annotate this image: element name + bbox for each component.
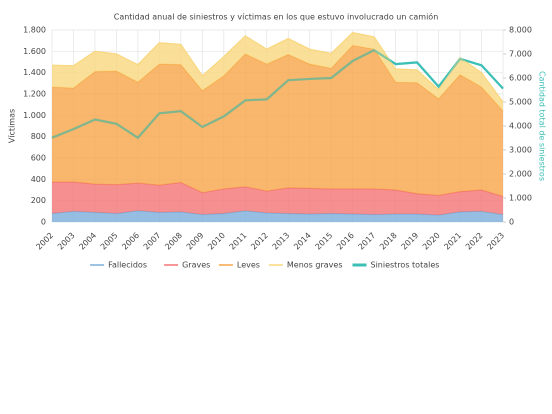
x-tick-label: 2014: [292, 231, 313, 252]
x-tick-label: 2019: [400, 231, 421, 252]
y2-tick-label: 6.000: [509, 74, 532, 83]
x-tick-label: 2023: [485, 231, 506, 252]
y-tick-label: 1.000: [23, 111, 46, 120]
x-tick-label: 2006: [120, 231, 141, 252]
y-tick-label: 1.200: [23, 90, 46, 99]
x-tick-label: 2017: [357, 231, 378, 252]
y2-tick-label: 3.000: [509, 146, 532, 155]
legend-label: Menos graves: [287, 261, 343, 270]
x-tick-label: 2013: [271, 231, 292, 252]
x-tick-label: 2018: [378, 231, 399, 252]
y-tick-label: 0: [41, 218, 46, 227]
area: [52, 32, 503, 112]
x-tick-label: 2004: [77, 231, 98, 252]
line: [51, 48, 504, 140]
y-tick-label: 600: [31, 154, 46, 163]
x-tick-label: 2011: [228, 231, 249, 252]
x-tick-label: 2016: [335, 231, 356, 252]
x-tick-label: 2020: [421, 231, 442, 252]
x-tick-label: 2022: [464, 231, 485, 252]
y-tick-label: 800: [31, 132, 46, 141]
legend-label: Leves: [237, 261, 260, 270]
y2-tick-label: 2.000: [509, 170, 532, 179]
legend-label: Fallecidos: [108, 261, 147, 270]
legend-label: Siniestros totales: [371, 261, 440, 270]
y-tick-label: 400: [31, 175, 46, 184]
y2-tick-label: 5.000: [509, 98, 532, 107]
area: [52, 45, 503, 197]
area-edge: [51, 32, 504, 103]
area: [52, 210, 503, 222]
x-tick-label: 2009: [185, 231, 206, 252]
x-tick-label: 2021: [442, 231, 463, 252]
x-tick-label: 2010: [206, 231, 227, 252]
y2-tick-label: 4.000: [509, 122, 532, 131]
x-tick-label: 2012: [249, 231, 270, 252]
x-tick-label: 2015: [314, 231, 335, 252]
x-tick-label: 2008: [163, 231, 184, 252]
x-tick-label: 2005: [99, 231, 120, 252]
y-tick-label: 1.400: [23, 68, 46, 77]
x-tick-label: 2003: [56, 231, 77, 252]
y2-tick-label: 8.000: [509, 26, 532, 35]
y2-tick-label: 0: [509, 218, 514, 227]
y2-axis-title: Cantidad total de siniestros: [538, 71, 547, 181]
y2-tick-label: 1.000: [509, 194, 532, 203]
legend-label: Graves: [182, 261, 210, 270]
y-tick-label: 1.800: [23, 26, 46, 35]
y2-tick-label: 7.000: [509, 50, 532, 59]
y-tick-label: 1.600: [23, 47, 46, 56]
chart-title: Cantidad anual de siniestros y víctimas …: [114, 12, 439, 22]
x-tick-label: 2007: [142, 231, 163, 252]
y-axis-title: Víctimas: [8, 109, 17, 143]
x-tick-label: 2002: [34, 231, 55, 252]
y-tick-label: 200: [31, 196, 46, 205]
